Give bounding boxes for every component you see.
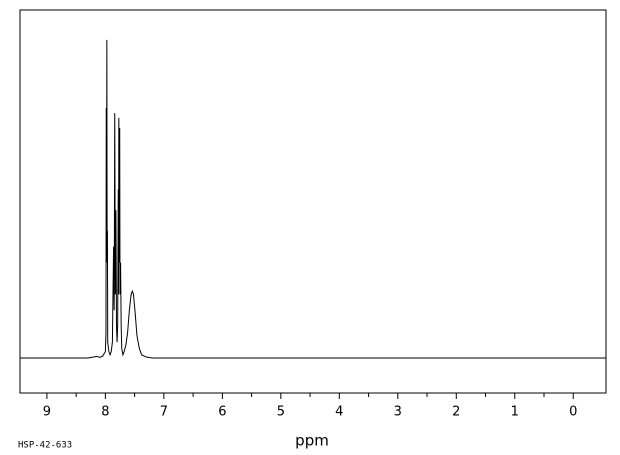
x-tick-label: 7 [160,405,168,420]
x-tick-label: 5 [277,405,285,420]
plot-frame [19,9,607,394]
x-tick-label: 4 [335,405,343,420]
x-tick-label: 9 [43,405,51,420]
annotation: HSP-42-633 [18,441,72,451]
x-tick-label: 6 [218,405,226,420]
x-tick-label: 0 [569,405,577,420]
x-tick-label: 1 [511,405,519,420]
x-axis-label: ppm [295,432,329,450]
spectrum-line [20,39,606,359]
x-tick-label: 3 [394,405,402,420]
x-tick-label: 8 [101,405,109,420]
x-tick-label: 2 [452,405,460,420]
